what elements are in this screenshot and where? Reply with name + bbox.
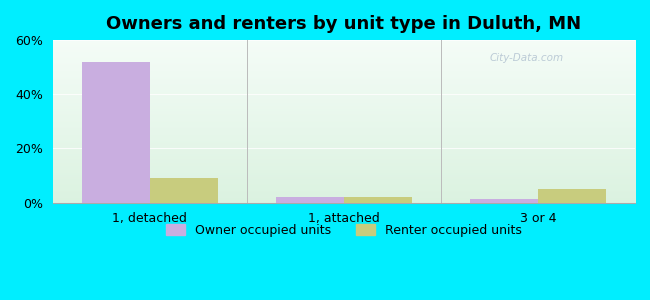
Bar xyxy=(344,197,411,203)
Bar xyxy=(470,199,538,203)
Bar xyxy=(150,178,218,202)
Bar xyxy=(538,189,606,202)
Legend: Owner occupied units, Renter occupied units: Owner occupied units, Renter occupied un… xyxy=(161,219,526,242)
Title: Owners and renters by unit type in Duluth, MN: Owners and renters by unit type in Dulut… xyxy=(106,15,581,33)
Bar xyxy=(276,197,344,203)
Bar xyxy=(82,62,150,202)
Text: City-Data.com: City-Data.com xyxy=(489,53,564,63)
